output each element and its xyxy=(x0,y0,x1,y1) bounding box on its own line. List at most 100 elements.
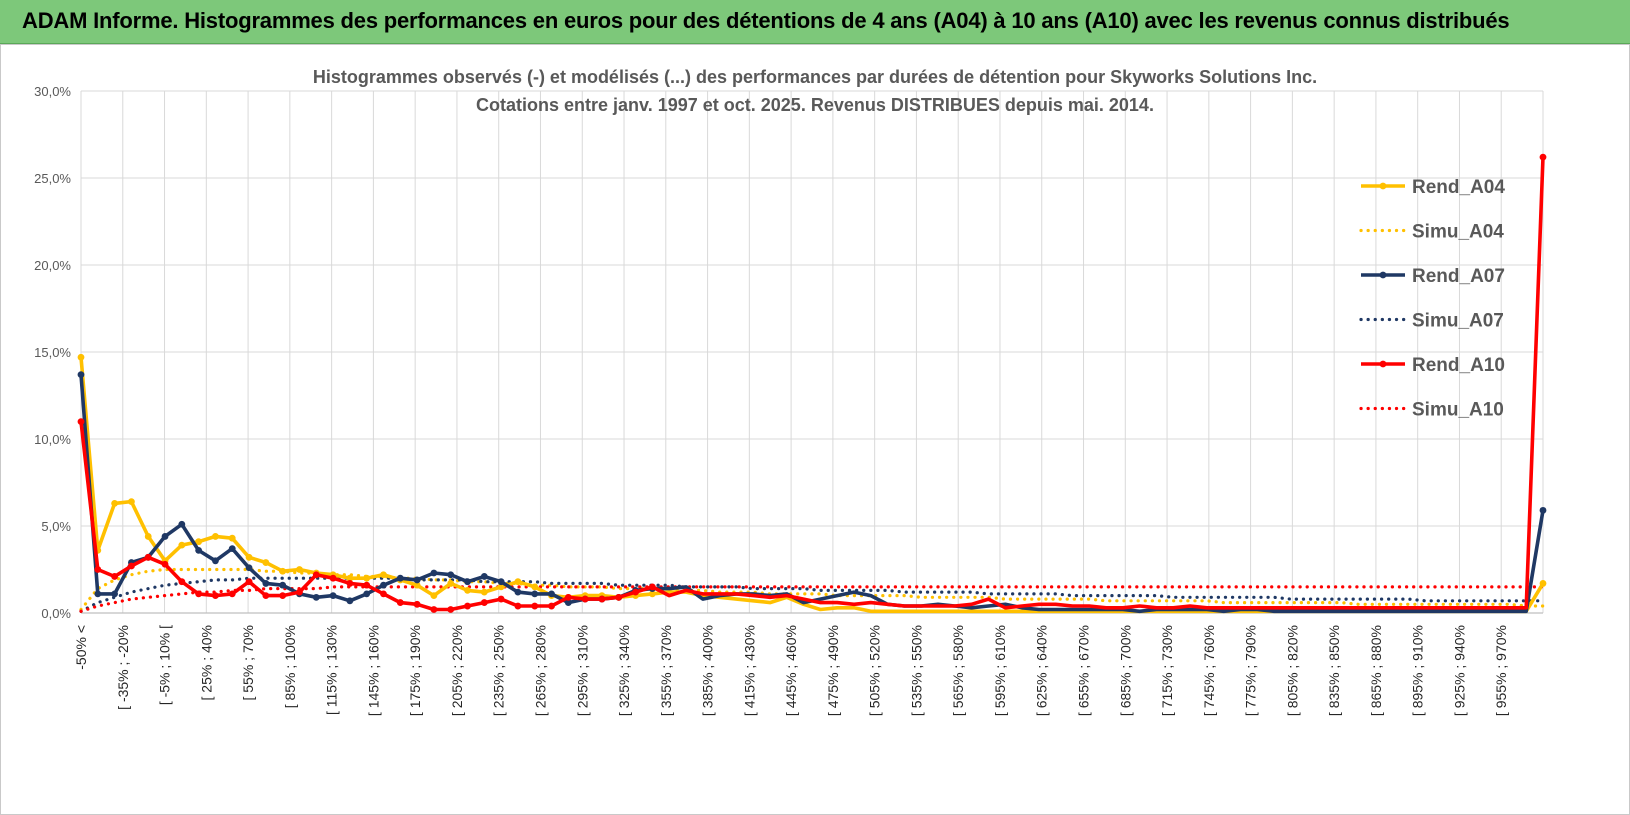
data-point-rend-a07 xyxy=(178,520,186,528)
series-line-rend-a10 xyxy=(79,157,1545,612)
x-tick-label: [ 415% ; 430% xyxy=(741,625,757,716)
x-tick-label: [ 895% ; 910% xyxy=(1410,625,1426,716)
x-tick-label: [ 205% ; 220% xyxy=(449,625,465,716)
data-point-rend-a10 xyxy=(195,590,203,598)
data-point-rend-a07 xyxy=(77,371,85,379)
data-point-rend-a04 xyxy=(77,353,85,361)
data-point-rend-a10 xyxy=(346,580,354,587)
data-point-rend-a10 xyxy=(178,578,186,586)
x-tick-label: [ 685% ; 700% xyxy=(1117,625,1133,716)
legend-label-rend-a04: Rend_A04 xyxy=(1412,177,1505,198)
banner: ADAM Informe. Histogrammes des performan… xyxy=(0,0,1630,44)
x-tick-label: [ 925% ; 940% xyxy=(1451,625,1467,716)
data-point-rend-a04 xyxy=(447,580,455,587)
data-point-rend-a10 xyxy=(111,573,119,580)
x-tick-label: [ 835% ; 850% xyxy=(1326,625,1342,716)
data-point-rend-a10 xyxy=(245,578,253,586)
x-tick-label: [ 325% ; 340% xyxy=(616,625,632,716)
data-point-rend-a07 xyxy=(363,590,371,598)
y-tick-label: 20,0% xyxy=(34,258,71,273)
data-point-rend-a07 xyxy=(413,576,421,584)
series xyxy=(77,153,1547,614)
data-point-rend-a07 xyxy=(111,590,119,598)
data-point-rend-a10 xyxy=(380,590,387,598)
x-tick-label: [ 355% ; 370% xyxy=(658,625,674,716)
x-tick-label: [ 265% ; 280% xyxy=(532,625,548,716)
data-point-rend-a07 xyxy=(346,597,354,605)
data-point-rend-a10 xyxy=(329,574,337,582)
data-point-rend-a07 xyxy=(430,569,438,577)
data-point-rend-a04 xyxy=(363,574,371,582)
data-point-rend-a04 xyxy=(413,581,421,589)
x-tick-label: [ 655% ; 670% xyxy=(1076,625,1092,716)
legend-label-simu-a04: Simu_A04 xyxy=(1412,222,1504,243)
y-tick-label: 10,0% xyxy=(34,432,71,447)
data-point-rend-a04 xyxy=(111,499,119,507)
data-point-rend-a04 xyxy=(648,590,656,598)
series-line-rend-a07 xyxy=(79,374,1545,614)
data-point-rend-a10 xyxy=(430,606,438,613)
y-tick-label: 15,0% xyxy=(34,345,71,360)
data-point-rend-a07 xyxy=(245,564,253,572)
data-point-rend-a07 xyxy=(195,546,203,554)
data-point-rend-a10 xyxy=(548,602,555,610)
data-point-rend-a04 xyxy=(262,559,270,566)
data-point-rend-a07 xyxy=(279,581,287,589)
data-point-rend-a07 xyxy=(548,590,555,598)
legend-label-simu-a10: Simu_A10 xyxy=(1412,400,1504,421)
legend: Rend_A04 Simu_A04 Rend_A07 Simu_A07 Rend_A10… xyxy=(1359,177,1505,421)
data-point-rend-a04 xyxy=(128,498,135,506)
x-tick-label: [ 445% ; 460% xyxy=(783,625,799,716)
y-tick-label: 5,0% xyxy=(41,519,71,534)
data-point-rend-a04 xyxy=(212,533,219,540)
data-point-rend-a10 xyxy=(228,590,236,598)
data-point-rend-a10 xyxy=(413,600,421,608)
data-point-rend-a04 xyxy=(178,541,186,549)
x-tick-label: [ 535% ; 550% xyxy=(908,625,924,716)
data-point-rend-a10 xyxy=(615,593,623,601)
data-point-rend-a04 xyxy=(1539,580,1547,587)
data-point-rend-a04 xyxy=(380,571,387,579)
data-point-rend-a04 xyxy=(464,586,471,594)
data-point-rend-a10 xyxy=(581,595,589,603)
x-tick-label: [ 85% ; 100% xyxy=(282,625,298,708)
data-point-rend-a07 xyxy=(380,581,387,589)
data-point-rend-a10 xyxy=(497,595,505,603)
data-point-rend-a07 xyxy=(480,573,488,580)
data-point-rend-a04 xyxy=(245,553,253,561)
legend-marker-rend-a07 xyxy=(1379,271,1387,279)
x-tick-label: [ 565% ; 580% xyxy=(950,625,966,716)
data-point-rend-a10 xyxy=(514,602,522,610)
x-tick-label: [ 235% ; 250% xyxy=(491,625,507,716)
data-point-rend-a10 xyxy=(648,583,656,591)
data-point-rend-a04 xyxy=(514,578,522,586)
data-point-rend-a04 xyxy=(531,583,539,591)
data-point-rend-a10 xyxy=(464,602,471,610)
data-point-rend-a10 xyxy=(1539,153,1547,161)
data-point-rend-a07 xyxy=(497,578,505,586)
x-tick-label: [ 865% ; 880% xyxy=(1368,625,1384,716)
line-chart: 0,0% 5,0% 10,0% 15,0% 20,0% 25,0% 30,0% -50% < [… xyxy=(34,67,1547,716)
y-tick-label: 0,0% xyxy=(41,606,71,621)
data-point-rend-a10 xyxy=(262,592,270,599)
data-point-rend-a10 xyxy=(94,566,102,573)
x-tick-label: [ 625% ; 640% xyxy=(1034,625,1050,716)
data-point-rend-a04 xyxy=(430,592,438,599)
data-point-rend-a10 xyxy=(212,592,219,599)
x-tick-label: [ 175% ; 190% xyxy=(407,625,423,716)
data-point-rend-a07 xyxy=(464,578,471,586)
x-tick-label: [ 475% ; 490% xyxy=(825,625,841,716)
legend-marker-rend-a04 xyxy=(1379,182,1387,190)
data-point-rend-a07 xyxy=(228,545,236,553)
x-tick-label: [ 955% ; 970% xyxy=(1493,625,1509,716)
data-point-rend-a10 xyxy=(480,599,488,606)
y-tick-label: 25,0% xyxy=(34,171,71,186)
legend-marker-rend-a10 xyxy=(1379,360,1387,368)
x-tick-label: [ 715% ; 730% xyxy=(1159,625,1175,716)
data-point-rend-a07 xyxy=(161,533,169,540)
x-tick-label: [ 55% ; 70% xyxy=(240,625,256,701)
chart-subtitle: Cotations entre janv. 1997 et oct. 2025.… xyxy=(476,95,1154,115)
x-tick-label: [ 295% ; 310% xyxy=(574,625,590,716)
data-point-rend-a04 xyxy=(497,583,505,591)
